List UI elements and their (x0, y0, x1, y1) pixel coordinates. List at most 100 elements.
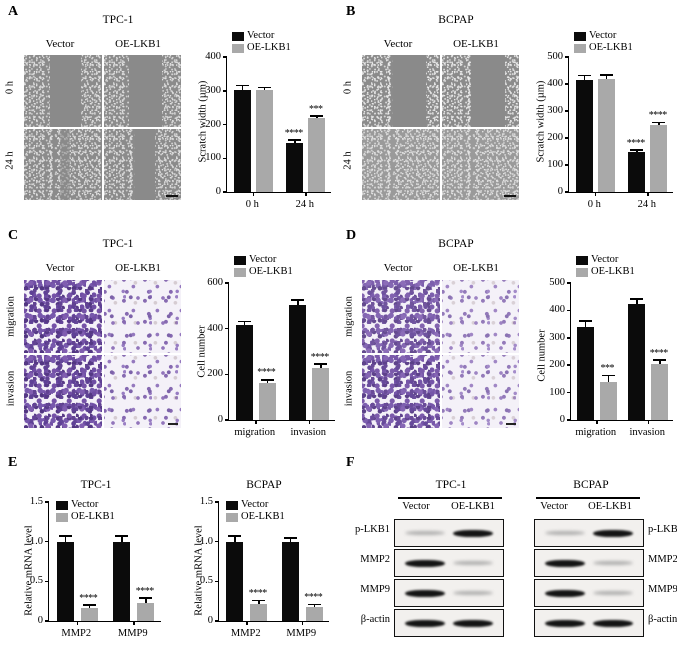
panel-b-cellline-title: BCPAP (438, 14, 474, 26)
bar-oe-lkb1-mmp2 (80, 608, 98, 621)
error-bar (313, 605, 315, 607)
scale-bar (166, 195, 178, 197)
legend-label-vector: Vector (247, 30, 275, 41)
y-tick-label: 200 (205, 118, 221, 130)
y-tick-mark (567, 364, 571, 366)
image-invasion-vector (362, 355, 440, 428)
panel-f-tpc1-lane-oe: OE-LKB1 (451, 501, 495, 512)
panel-e-bcpap-plot-area (215, 501, 329, 625)
panel-b-letter: B (346, 4, 356, 19)
scale-bar (504, 195, 516, 197)
y-tick-mark (225, 419, 229, 421)
bar-oe-lkb1-0-h (597, 78, 615, 192)
panel-c-transwell-images (24, 280, 181, 428)
x-tick-mark (647, 192, 649, 196)
bar-vector-invasion (628, 304, 646, 420)
legend-label-vector: Vector (241, 499, 269, 510)
significance-marker: **** (626, 137, 646, 149)
bar-vector-mmp9 (281, 541, 299, 621)
error-bar-cap (291, 299, 305, 301)
significance-marker: **** (284, 127, 304, 139)
y-tick-label: 400 (547, 78, 563, 89)
error-bar (583, 76, 585, 80)
error-bar (320, 365, 322, 368)
blot-row-mmp2 (394, 549, 504, 577)
significance-marker: **** (135, 585, 155, 597)
panel-d-col-oe: OE-LKB1 (453, 262, 499, 274)
scale-bar (506, 423, 516, 425)
panel-f-bcpap-rule (536, 497, 640, 499)
y-tick-mark (223, 90, 227, 92)
panel-c: C TPC-1 Vector OE-LKB1 migration invasio… (0, 228, 338, 452)
panel-f-bcpap-title: BCPAP (573, 479, 609, 491)
y-tick-mark (567, 337, 571, 339)
significance-marker: *** (309, 103, 323, 115)
y-tick-label: 0 (557, 186, 563, 197)
blot-label-p-lkb1: p-LKB1 (355, 524, 390, 535)
y-tick-label: 500 (547, 51, 563, 62)
panel-a-wound-healing-images (24, 55, 181, 200)
legend-swatch-oe (226, 512, 238, 522)
panel-d-row-migration: migration (343, 296, 355, 337)
panel-a-chart: Scratch width (µm) Vector OE-LKB1 0 100 20… (186, 30, 336, 222)
image-vector-24h (362, 128, 440, 200)
x-tick-mark (133, 621, 135, 625)
image-oe-0h (441, 55, 519, 127)
error-bar (659, 360, 661, 365)
blot-band (453, 591, 493, 595)
panel-b-chart: Scratch width (µm) Vector OE-LKB1 0 100 20… (524, 30, 676, 222)
error-bar (121, 536, 123, 542)
legend-swatch-oe (232, 43, 244, 53)
legend-swatch-vector (574, 31, 586, 41)
legend-swatch-vector (232, 31, 244, 41)
blot-band (545, 531, 585, 535)
error-bar (266, 380, 268, 384)
y-tick-mark (225, 327, 229, 330)
y-tick-mark (565, 164, 569, 166)
panel-d-col-vector: Vector (383, 262, 413, 274)
y-tick-mark (567, 419, 571, 421)
significance-marker: **** (257, 367, 276, 379)
image-oe-0h (103, 55, 181, 127)
x-tick-mark (255, 420, 257, 424)
x-tick-label: migration (234, 427, 276, 438)
panel-f-tpc1-lane-vector: Vector (402, 501, 430, 512)
error-bar-cap (288, 139, 302, 141)
legend-label-vector: Vector (591, 254, 619, 265)
legend-label-oe: OE-LKB1 (71, 511, 115, 522)
y-tick-mark (223, 157, 227, 159)
y-tick-label: 0 (559, 414, 565, 425)
panel-e-tpc1-plot-area (45, 501, 161, 625)
blot-label--actin: β-actin (360, 614, 390, 625)
error-bar-cap (577, 74, 591, 77)
legend-label-oe: OE-LKB1 (249, 266, 293, 277)
panel-f-tpc1-title: TPC-1 (435, 479, 467, 491)
image-vector-0h (24, 55, 102, 127)
legend-label-oe: OE-LKB1 (247, 42, 291, 53)
panel-f-tpc1-rule (398, 497, 502, 499)
legend-swatch-vector (56, 500, 68, 510)
panel-c-legend: Vector OE-LKB1 (234, 254, 293, 278)
y-tick-mark (215, 580, 219, 583)
bar-vector-24-h (286, 143, 304, 192)
image-oe-24h (441, 128, 519, 200)
y-tick-mark (223, 56, 227, 58)
image-invasion-oe (103, 355, 181, 428)
image-invasion-vector (24, 355, 102, 428)
blot-label-mmp2: MMP2 (648, 554, 677, 565)
blot-label-mmp9: MMP9 (360, 584, 390, 595)
bar-oe-lkb1-24-h (308, 118, 326, 192)
panel-e: E TPC-1 Relative mRNA level Vector OE-LK… (0, 455, 338, 654)
bar-oe-lkb1-mmp9 (305, 606, 323, 621)
panel-e-bcpap-title: BCPAP (246, 479, 282, 491)
image-oe-24h (103, 128, 181, 200)
significance-marker: **** (79, 592, 98, 604)
blot-row-mmp9 (534, 579, 644, 607)
panel-b: B BCPAP Vector OE-LKB1 0 h 24 h Scratch … (338, 0, 677, 222)
y-tick-label: 0 (217, 414, 223, 425)
y-tick-label: 0 (215, 186, 221, 197)
bar-vector-0-h (575, 79, 593, 192)
panel-c-col-vector: Vector (45, 262, 75, 274)
y-tick-mark (225, 282, 229, 284)
y-tick-label: 0 (207, 615, 213, 626)
